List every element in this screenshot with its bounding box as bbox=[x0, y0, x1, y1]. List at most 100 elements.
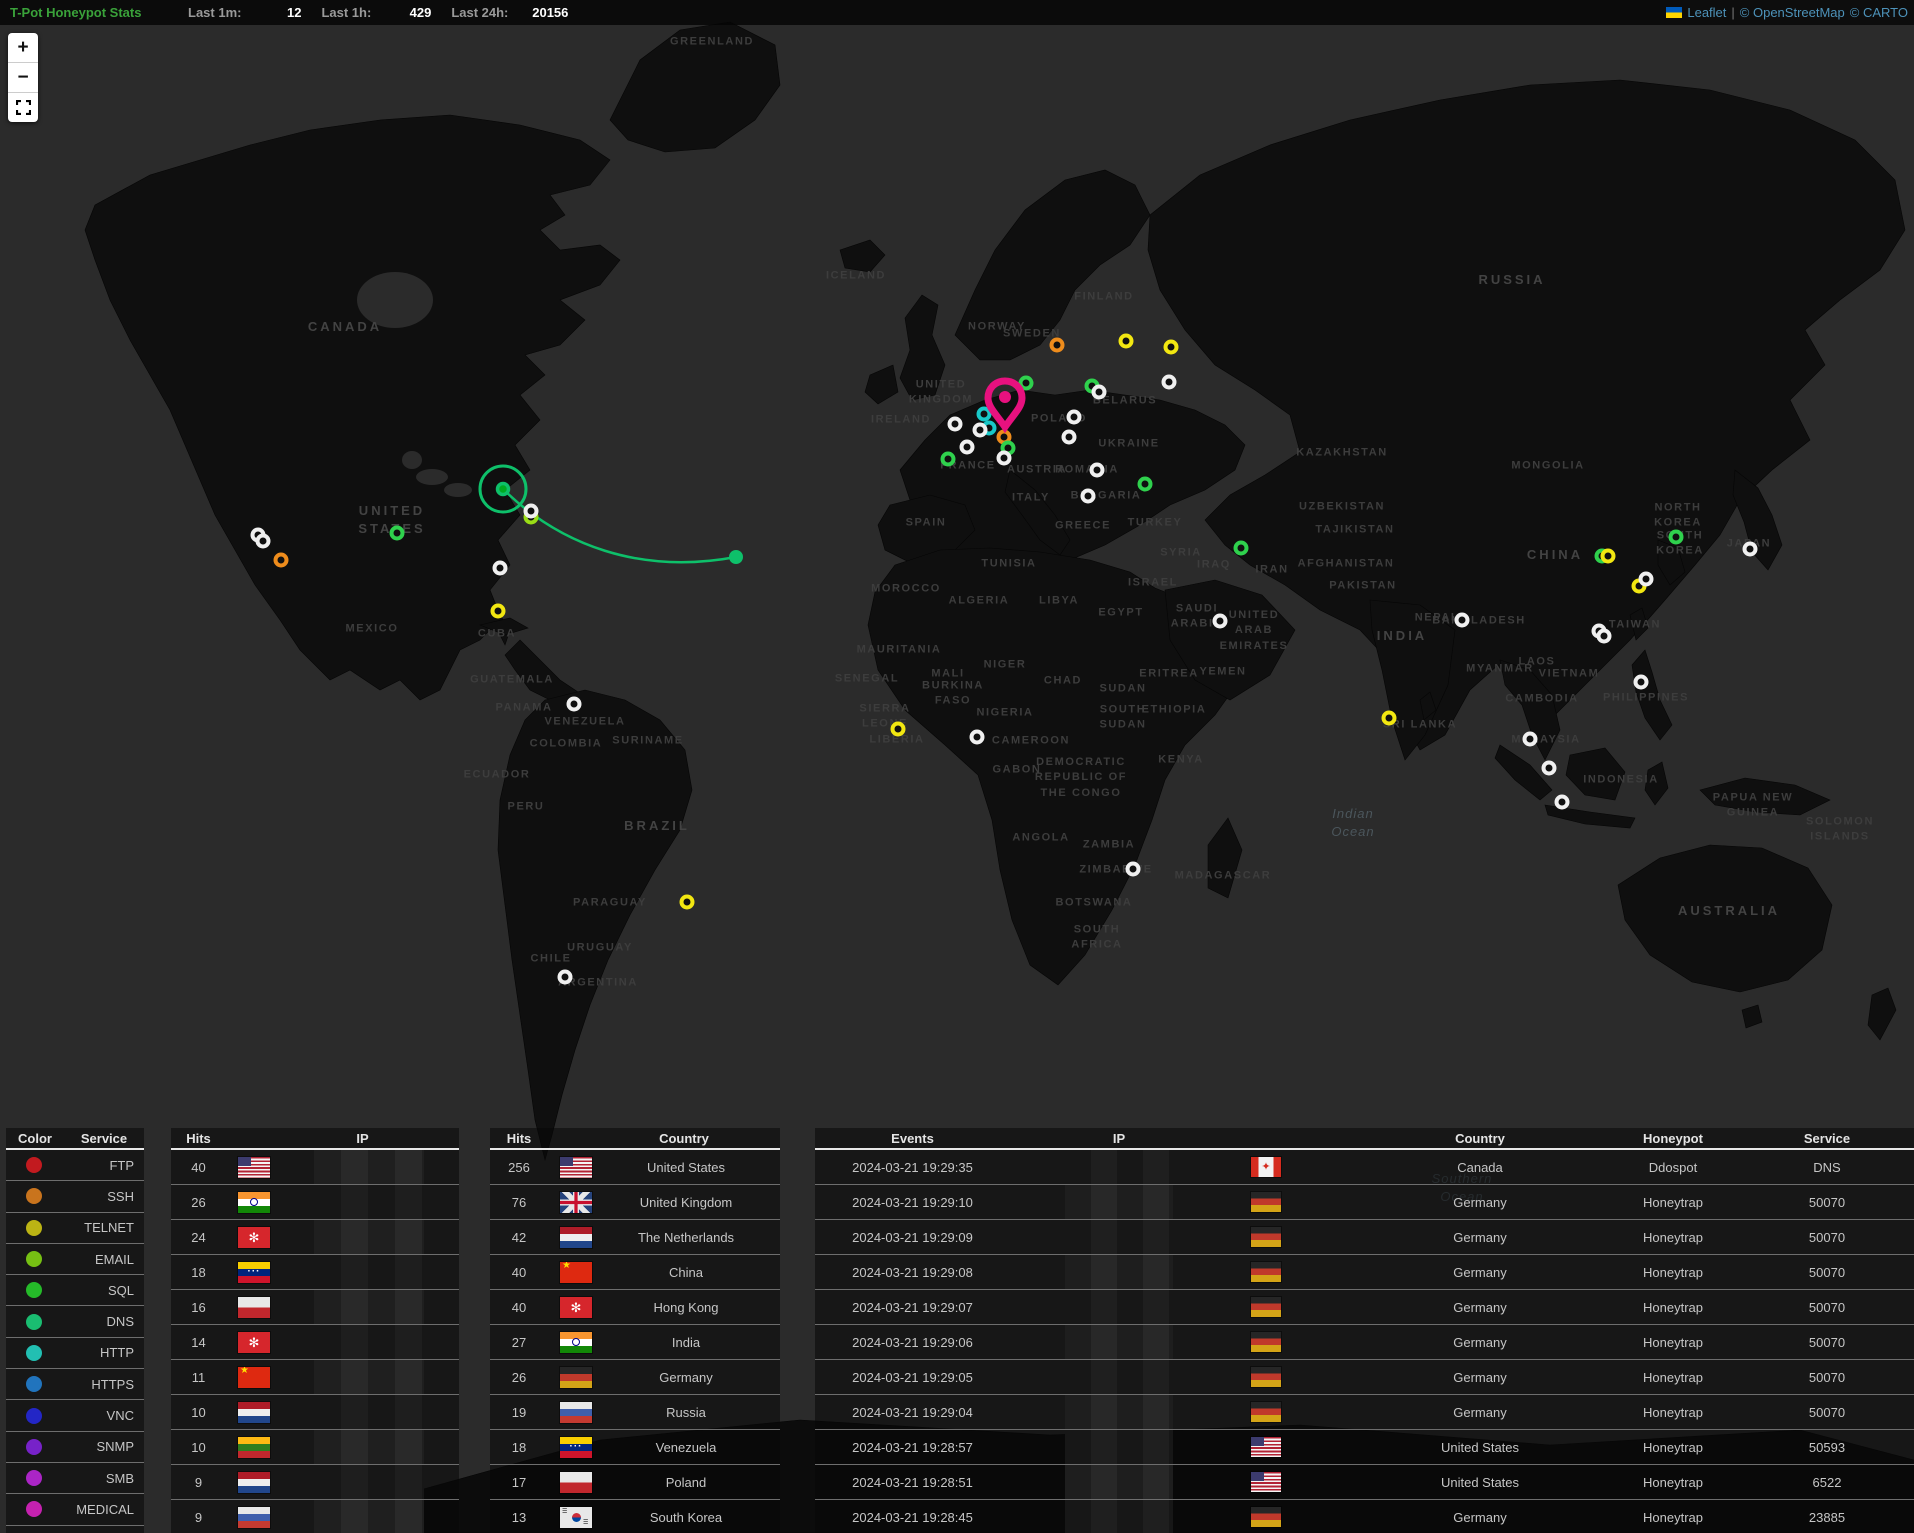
ip-blurred bbox=[314, 1220, 424, 1254]
event-timestamp: 2024-03-21 19:29:05 bbox=[852, 1369, 973, 1385]
zoom-in-button[interactable]: + bbox=[8, 33, 38, 63]
map-marker[interactable] bbox=[1125, 861, 1141, 877]
top-country-row: 18 Venezuela bbox=[490, 1430, 780, 1465]
map-marker[interactable] bbox=[1381, 710, 1397, 726]
map-marker[interactable] bbox=[940, 451, 956, 467]
country-name: Russia bbox=[666, 1404, 706, 1420]
attack-location-pin[interactable] bbox=[983, 377, 1027, 438]
event-honeypot: Honeytrap bbox=[1643, 1264, 1703, 1280]
top-countries-table: Hits Country 256 United States 76 United Ki… bbox=[490, 1128, 780, 1533]
events-header: Events IP Country Honeypot Service bbox=[815, 1128, 1914, 1150]
service-color-dot bbox=[26, 1438, 42, 1455]
stat-label: Last 1m: bbox=[188, 5, 242, 20]
leaflet-link[interactable]: Leaflet bbox=[1687, 5, 1727, 20]
country-name: The Netherlands bbox=[637, 1229, 735, 1245]
map-marker[interactable] bbox=[1600, 548, 1616, 564]
attack-moving-dot bbox=[729, 550, 743, 564]
app-title: T-Pot Honeypot Stats bbox=[10, 5, 142, 20]
flag-icon-nl bbox=[560, 1226, 592, 1248]
map-marker[interactable] bbox=[255, 533, 271, 549]
map-marker[interactable] bbox=[273, 552, 289, 568]
event-country: Germany bbox=[1453, 1194, 1507, 1210]
map-marker[interactable] bbox=[1233, 540, 1249, 556]
map-marker[interactable] bbox=[1061, 429, 1077, 445]
ip-blurred bbox=[1065, 1395, 1173, 1429]
service-color-dot bbox=[26, 1188, 42, 1205]
top-ip-row: 9 bbox=[171, 1500, 459, 1533]
map-marker[interactable] bbox=[1633, 674, 1649, 690]
map-marker[interactable] bbox=[976, 406, 992, 422]
attack-origin-dot bbox=[495, 481, 511, 497]
map-marker[interactable] bbox=[890, 721, 906, 737]
legend-row bbox=[6, 1526, 144, 1533]
top-countries-header: Hits Country bbox=[490, 1128, 780, 1150]
map-marker[interactable] bbox=[1522, 731, 1538, 747]
event-service: 50070 bbox=[1808, 1334, 1846, 1350]
map-marker[interactable] bbox=[492, 560, 508, 576]
event-row: 2024-03-21 19:29:08 Germany Honeytrap 50070 bbox=[815, 1255, 1914, 1290]
fullscreen-button[interactable] bbox=[8, 93, 38, 122]
map-marker[interactable] bbox=[566, 696, 582, 712]
service-label: HTTPS bbox=[91, 1376, 134, 1392]
top-stats-bar: T-Pot Honeypot Stats Last 1m: 12 Last 1h: 4… bbox=[0, 0, 1914, 25]
zoom-out-button[interactable]: − bbox=[8, 63, 38, 93]
top-country-row: 17 Poland bbox=[490, 1465, 780, 1500]
top-ip-row: 9 bbox=[171, 1465, 459, 1500]
top-country-row: 40 Hong Kong bbox=[490, 1290, 780, 1325]
event-timestamp: 2024-03-21 19:28:51 bbox=[852, 1474, 973, 1490]
map-marker[interactable] bbox=[1091, 384, 1107, 400]
map-marker[interactable] bbox=[1596, 628, 1612, 644]
ip-blurred bbox=[1065, 1325, 1173, 1359]
map-marker[interactable] bbox=[1161, 374, 1177, 390]
flag-icon-de bbox=[560, 1366, 592, 1388]
ip-blurred bbox=[314, 1500, 424, 1533]
map-marker[interactable] bbox=[1668, 529, 1684, 545]
map-marker[interactable] bbox=[1089, 462, 1105, 478]
map-marker[interactable] bbox=[1212, 613, 1228, 629]
map-marker[interactable] bbox=[1454, 612, 1470, 628]
events-header-honeypot: Honeypot bbox=[1643, 1130, 1703, 1146]
service-color-dot bbox=[26, 1282, 42, 1299]
map-marker[interactable] bbox=[1638, 571, 1654, 587]
map-marker[interactable] bbox=[1080, 488, 1096, 504]
map-marker[interactable] bbox=[1049, 337, 1065, 353]
map-marker[interactable] bbox=[523, 503, 539, 519]
map-marker[interactable] bbox=[947, 416, 963, 432]
map-marker[interactable] bbox=[1742, 541, 1758, 557]
carto-link[interactable]: © CARTO bbox=[1849, 5, 1908, 20]
map-marker[interactable] bbox=[1541, 760, 1557, 776]
top-country-row: 40 China bbox=[490, 1255, 780, 1290]
map-marker[interactable] bbox=[490, 603, 506, 619]
ip-blurred bbox=[314, 1430, 424, 1464]
event-flag-wrap bbox=[1251, 1472, 1281, 1495]
map-marker[interactable] bbox=[1137, 476, 1153, 492]
legend-row: MEDICAL bbox=[6, 1494, 144, 1526]
top-ip-row: 11 bbox=[171, 1360, 459, 1395]
map-marker[interactable] bbox=[1066, 409, 1082, 425]
map-marker[interactable] bbox=[1554, 794, 1570, 810]
event-country: United States bbox=[1440, 1474, 1520, 1490]
hits-value: 18 bbox=[191, 1264, 206, 1280]
map-marker[interactable] bbox=[972, 422, 988, 438]
openstreetmap-link[interactable]: © OpenStreetMap bbox=[1739, 5, 1845, 20]
country-name: Germany bbox=[659, 1369, 713, 1385]
stat-value: 12 bbox=[287, 5, 302, 20]
legend-row: SSH bbox=[6, 1181, 144, 1213]
map-marker[interactable] bbox=[1118, 333, 1134, 349]
event-country: Germany bbox=[1453, 1264, 1507, 1280]
service-label: FTP bbox=[109, 1157, 134, 1173]
event-honeypot: Ddospot bbox=[1648, 1159, 1698, 1175]
map-marker[interactable] bbox=[969, 729, 985, 745]
service-label: SQL bbox=[107, 1282, 134, 1298]
map-marker[interactable] bbox=[1163, 339, 1179, 355]
map-marker[interactable] bbox=[996, 450, 1012, 466]
top-ip-row: 24 bbox=[171, 1220, 459, 1255]
legend-header-service: Service bbox=[80, 1130, 128, 1146]
map-marker[interactable] bbox=[679, 894, 695, 910]
flag-icon-ve bbox=[238, 1261, 270, 1283]
map-marker[interactable] bbox=[557, 969, 573, 985]
hits-value: 9 bbox=[194, 1509, 203, 1525]
map-marker[interactable] bbox=[389, 525, 405, 541]
map-marker[interactable] bbox=[959, 439, 975, 455]
